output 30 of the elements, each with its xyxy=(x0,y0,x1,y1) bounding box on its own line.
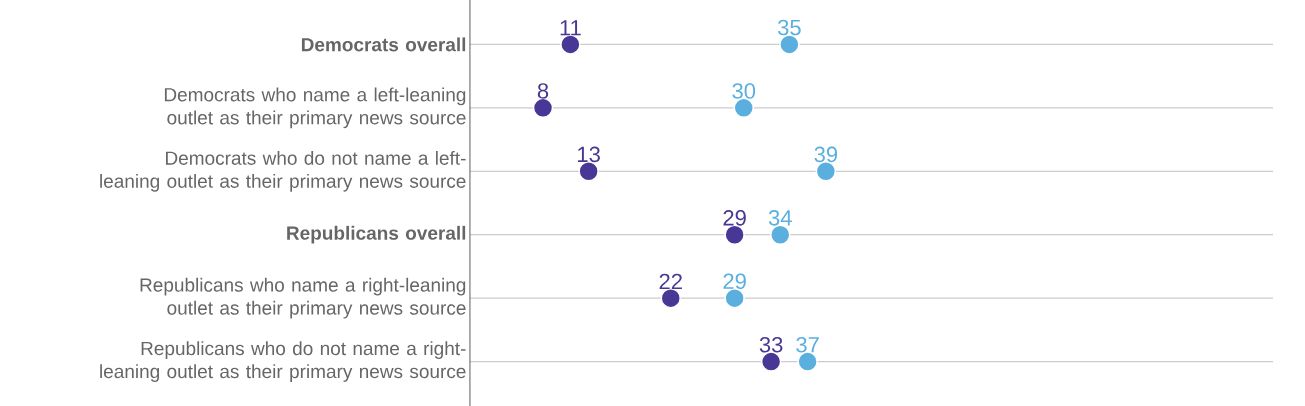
data-label: 35 xyxy=(777,19,801,36)
point xyxy=(532,97,554,119)
data-label: 13 xyxy=(578,146,600,163)
data-label: 33 xyxy=(759,336,783,353)
y-tick-label: Republicans overall xyxy=(287,225,466,244)
point xyxy=(560,34,581,55)
y-tick-label: Democrats who do not name a left-leaning outlet as their primary news source xyxy=(100,150,466,192)
data-label: 22 xyxy=(659,273,682,290)
data-label: 8 xyxy=(537,83,549,99)
point xyxy=(660,287,681,309)
point xyxy=(760,351,782,372)
data-label: 29 xyxy=(723,210,746,226)
data-label: 37 xyxy=(796,336,819,353)
point xyxy=(724,287,745,309)
y-tick-label: Republicans who do not name a right-leaning outlet as their primary news source xyxy=(100,341,466,382)
point xyxy=(724,224,745,245)
y-tick-label: Democrats overall xyxy=(301,37,466,52)
data-label: 34 xyxy=(768,210,792,226)
y-tick-label: Democrats who name a left-leaning outlet as their primary news source xyxy=(164,87,466,129)
point xyxy=(779,34,800,55)
point xyxy=(733,97,754,119)
data-label: 30 xyxy=(732,83,756,99)
point xyxy=(815,161,837,182)
point xyxy=(578,161,599,182)
data-label: 29 xyxy=(723,273,746,290)
point xyxy=(797,351,818,372)
point xyxy=(770,224,791,245)
y-tick-label: Republicans who name a right-leaning outlet as their primary news source xyxy=(140,277,466,319)
data-label: 11 xyxy=(560,20,581,36)
data-label: 39 xyxy=(814,146,838,163)
